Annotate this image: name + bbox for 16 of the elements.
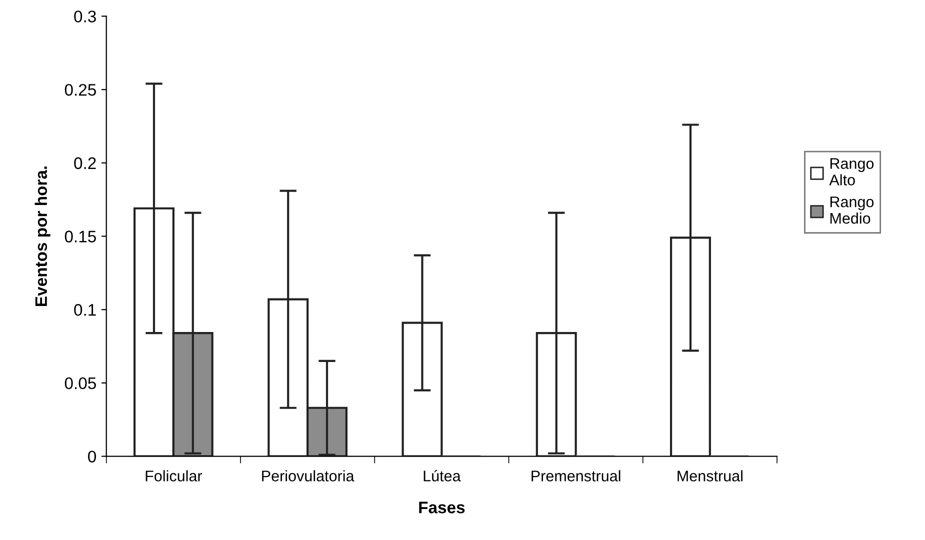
y-axis-title: Eventos por hora. [34,166,50,306]
y-tick-label: 0.3 [74,10,96,22]
y-tick-label: 0.25 [64,84,96,96]
x-tick-label: Premenstrual [532,470,620,482]
legend-label: Rango Alto [829,158,874,186]
y-tick-label: 0.2 [74,157,96,170]
y-tick-label: 0.15 [64,230,96,242]
x-tick-label: Periovulatoria [262,470,354,482]
x-tick-label: Folicular [146,470,202,482]
x-axis-title: Fases [419,502,465,514]
y-tick-label: 0.1 [74,304,96,316]
y-tick-label: 0.05 [64,377,96,390]
legend-label: Rango Medio [830,196,874,224]
y-tick-label: 0 [88,450,96,463]
x-tick-label: Lútea [424,470,461,482]
x-tick-label: Menstrual [678,470,742,482]
